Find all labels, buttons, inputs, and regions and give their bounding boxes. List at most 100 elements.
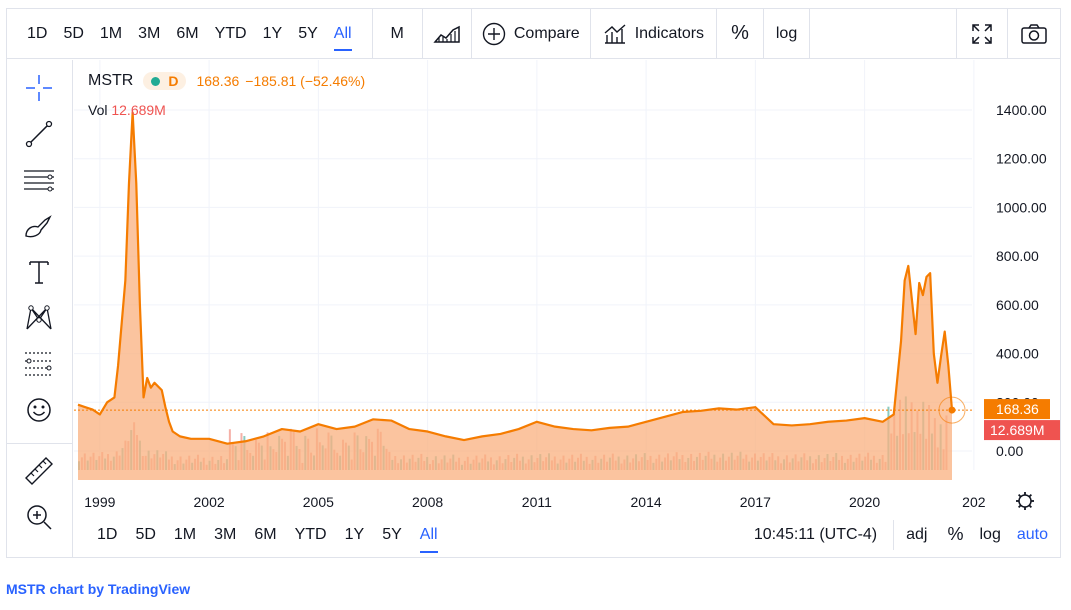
snapshot-button[interactable]	[1008, 9, 1060, 59]
trend-line-tool[interactable]	[21, 116, 57, 152]
y-tick-label: 1200.00	[996, 151, 1047, 167]
y-tick-label: 1000.00	[996, 199, 1047, 215]
clock-timezone[interactable]: 10:45:11 (UTC-4)	[753, 525, 878, 543]
bottom-range-selector: 1D 5D 1M 3M 6M YTD 1Y 5Y All	[74, 512, 447, 557]
bottom-range-all[interactable]: All	[411, 512, 447, 557]
range-all[interactable]: All	[326, 9, 360, 59]
zoom-tool[interactable]	[21, 499, 57, 535]
last-volume-tag-label: 12.689M	[990, 422, 1044, 438]
divider	[371, 8, 373, 59]
divider	[762, 8, 764, 59]
bottom-range-ytd[interactable]: YTD	[294, 525, 327, 543]
price-line	[77, 111, 954, 445]
range-3m[interactable]: 3M	[138, 24, 161, 42]
price-chart[interactable]: 1400.00 1200.00 1000.00 800.00 600.00 400.00 2…	[74, 60, 1060, 512]
divider	[421, 8, 423, 59]
crosshair-icon	[26, 75, 52, 101]
divider	[809, 8, 811, 59]
x-tick-label: 2011	[522, 494, 552, 510]
log-button[interactable]: log	[775, 24, 798, 42]
price-area	[78, 112, 952, 480]
range-ytd[interactable]: YTD	[214, 24, 247, 42]
indicators-icon	[604, 23, 626, 44]
last-price-dot	[948, 406, 956, 414]
volume-label: Vol	[88, 102, 108, 118]
brush-tool[interactable]	[21, 208, 57, 244]
bottom-range-1d[interactable]: 1D	[97, 525, 118, 543]
pattern-tool[interactable]	[21, 300, 57, 336]
divider	[893, 519, 895, 550]
settings-icon[interactable]	[1016, 492, 1034, 510]
settings-icon-tooth	[1017, 504, 1022, 509]
divider	[7, 443, 72, 444]
x-tick-label: 202	[962, 494, 986, 510]
range-1m[interactable]: 1M	[99, 24, 123, 42]
y-tick-label: 600.00	[996, 297, 1039, 313]
legend-change: −185.81 (−52.46%)	[245, 73, 366, 89]
bottom-range-1m[interactable]: 1M	[173, 525, 197, 543]
x-tick-label: 1999	[84, 494, 115, 510]
interval-button[interactable]: M	[390, 24, 404, 42]
fullscreen-button[interactable]	[957, 9, 1007, 59]
divider	[716, 8, 718, 59]
ruler-icon	[25, 457, 53, 485]
bottom-range-5d[interactable]: 5D	[135, 525, 156, 543]
x-tick-label: 2008	[412, 494, 443, 510]
compare-label: Compare	[513, 24, 580, 42]
range-6m[interactable]: 6M	[176, 24, 199, 42]
chart-widget: 1D 5D 1M 3M 6M YTD 1Y 5Y All M Compare I…	[6, 8, 1061, 558]
divider	[589, 8, 591, 59]
chart-pane[interactable]: 1400.00 1200.00 1000.00 800.00 600.00 400.00 2…	[74, 60, 1060, 557]
auto-scale-toggle[interactable]: auto	[1016, 525, 1048, 543]
pattern-icon	[26, 305, 52, 330]
top-toolbar: 1D 5D 1M 3M 6M YTD 1Y 5Y All M Compare I…	[7, 8, 1060, 59]
settings-icon-tooth	[1028, 504, 1033, 509]
forecast-tool[interactable]	[21, 346, 57, 382]
drawing-toolbar	[7, 60, 73, 557]
attribution-by: by TradingView	[87, 581, 191, 597]
symbol-name: MSTR	[88, 72, 134, 89]
range-5d[interactable]: 5D	[63, 24, 84, 42]
text-tool[interactable]	[21, 254, 57, 290]
divider	[956, 8, 957, 59]
bottom-right-controls: 10:45:11 (UTC-4) adj % log auto	[738, 512, 1060, 557]
y-tick-label: 1400.00	[996, 102, 1047, 118]
bottom-range-3m[interactable]: 3M	[214, 525, 237, 543]
y-tick-label: 0.00	[996, 443, 1023, 459]
range-1d[interactable]: 1D	[27, 24, 48, 42]
chart-type-button[interactable]	[423, 9, 471, 59]
volume-legend: Vol 12.689M	[88, 102, 166, 118]
volume-value: 12.689M	[111, 102, 166, 118]
interval-badge[interactable]: D	[143, 72, 187, 90]
x-tick-label: 2020	[849, 494, 880, 510]
bottom-range-6m[interactable]: 6M	[254, 525, 277, 543]
bottom-range-1y[interactable]: 1Y	[344, 525, 365, 543]
trend-line-icon	[25, 120, 53, 148]
last-price-tag	[984, 399, 1050, 420]
emoji-tool[interactable]	[21, 392, 57, 428]
attribution-link[interactable]: MSTR chart by TradingView	[6, 581, 190, 597]
indicators-button[interactable]: Indicators	[591, 9, 716, 59]
last-price-halo	[938, 396, 966, 424]
settings-icon-tooth	[1028, 493, 1033, 498]
crosshair-tool[interactable]	[21, 70, 57, 106]
horizontal-lines-tool[interactable]	[21, 162, 57, 198]
legend-price: 168.36	[196, 73, 240, 89]
camera-icon	[1021, 23, 1047, 44]
range-5y[interactable]: 5Y	[298, 24, 318, 42]
bottom-range-5y[interactable]: 5Y	[382, 525, 402, 543]
log-scale-toggle[interactable]: log	[979, 525, 1001, 543]
percent-scale-toggle[interactable]: %	[947, 524, 964, 544]
adj-toggle[interactable]: adj	[906, 525, 928, 543]
percent-button[interactable]: %	[731, 22, 749, 44]
bottom-toolbar: 1D 5D 1M 3M 6M YTD 1Y 5Y All 10:45:11 (U…	[74, 512, 1060, 557]
fullscreen-icon	[972, 23, 992, 44]
chart-legend: MSTR D 168.36 −185.81 (−52.46%)	[88, 72, 365, 90]
x-tick-label: 2017	[740, 494, 771, 510]
x-tick-label: 2002	[194, 494, 225, 510]
zoom-in-icon	[27, 505, 52, 530]
compare-button[interactable]: Compare	[472, 9, 590, 59]
range-1y[interactable]: 1Y	[262, 24, 283, 42]
market-status-dot	[151, 76, 161, 86]
measure-tool[interactable]	[21, 453, 57, 489]
